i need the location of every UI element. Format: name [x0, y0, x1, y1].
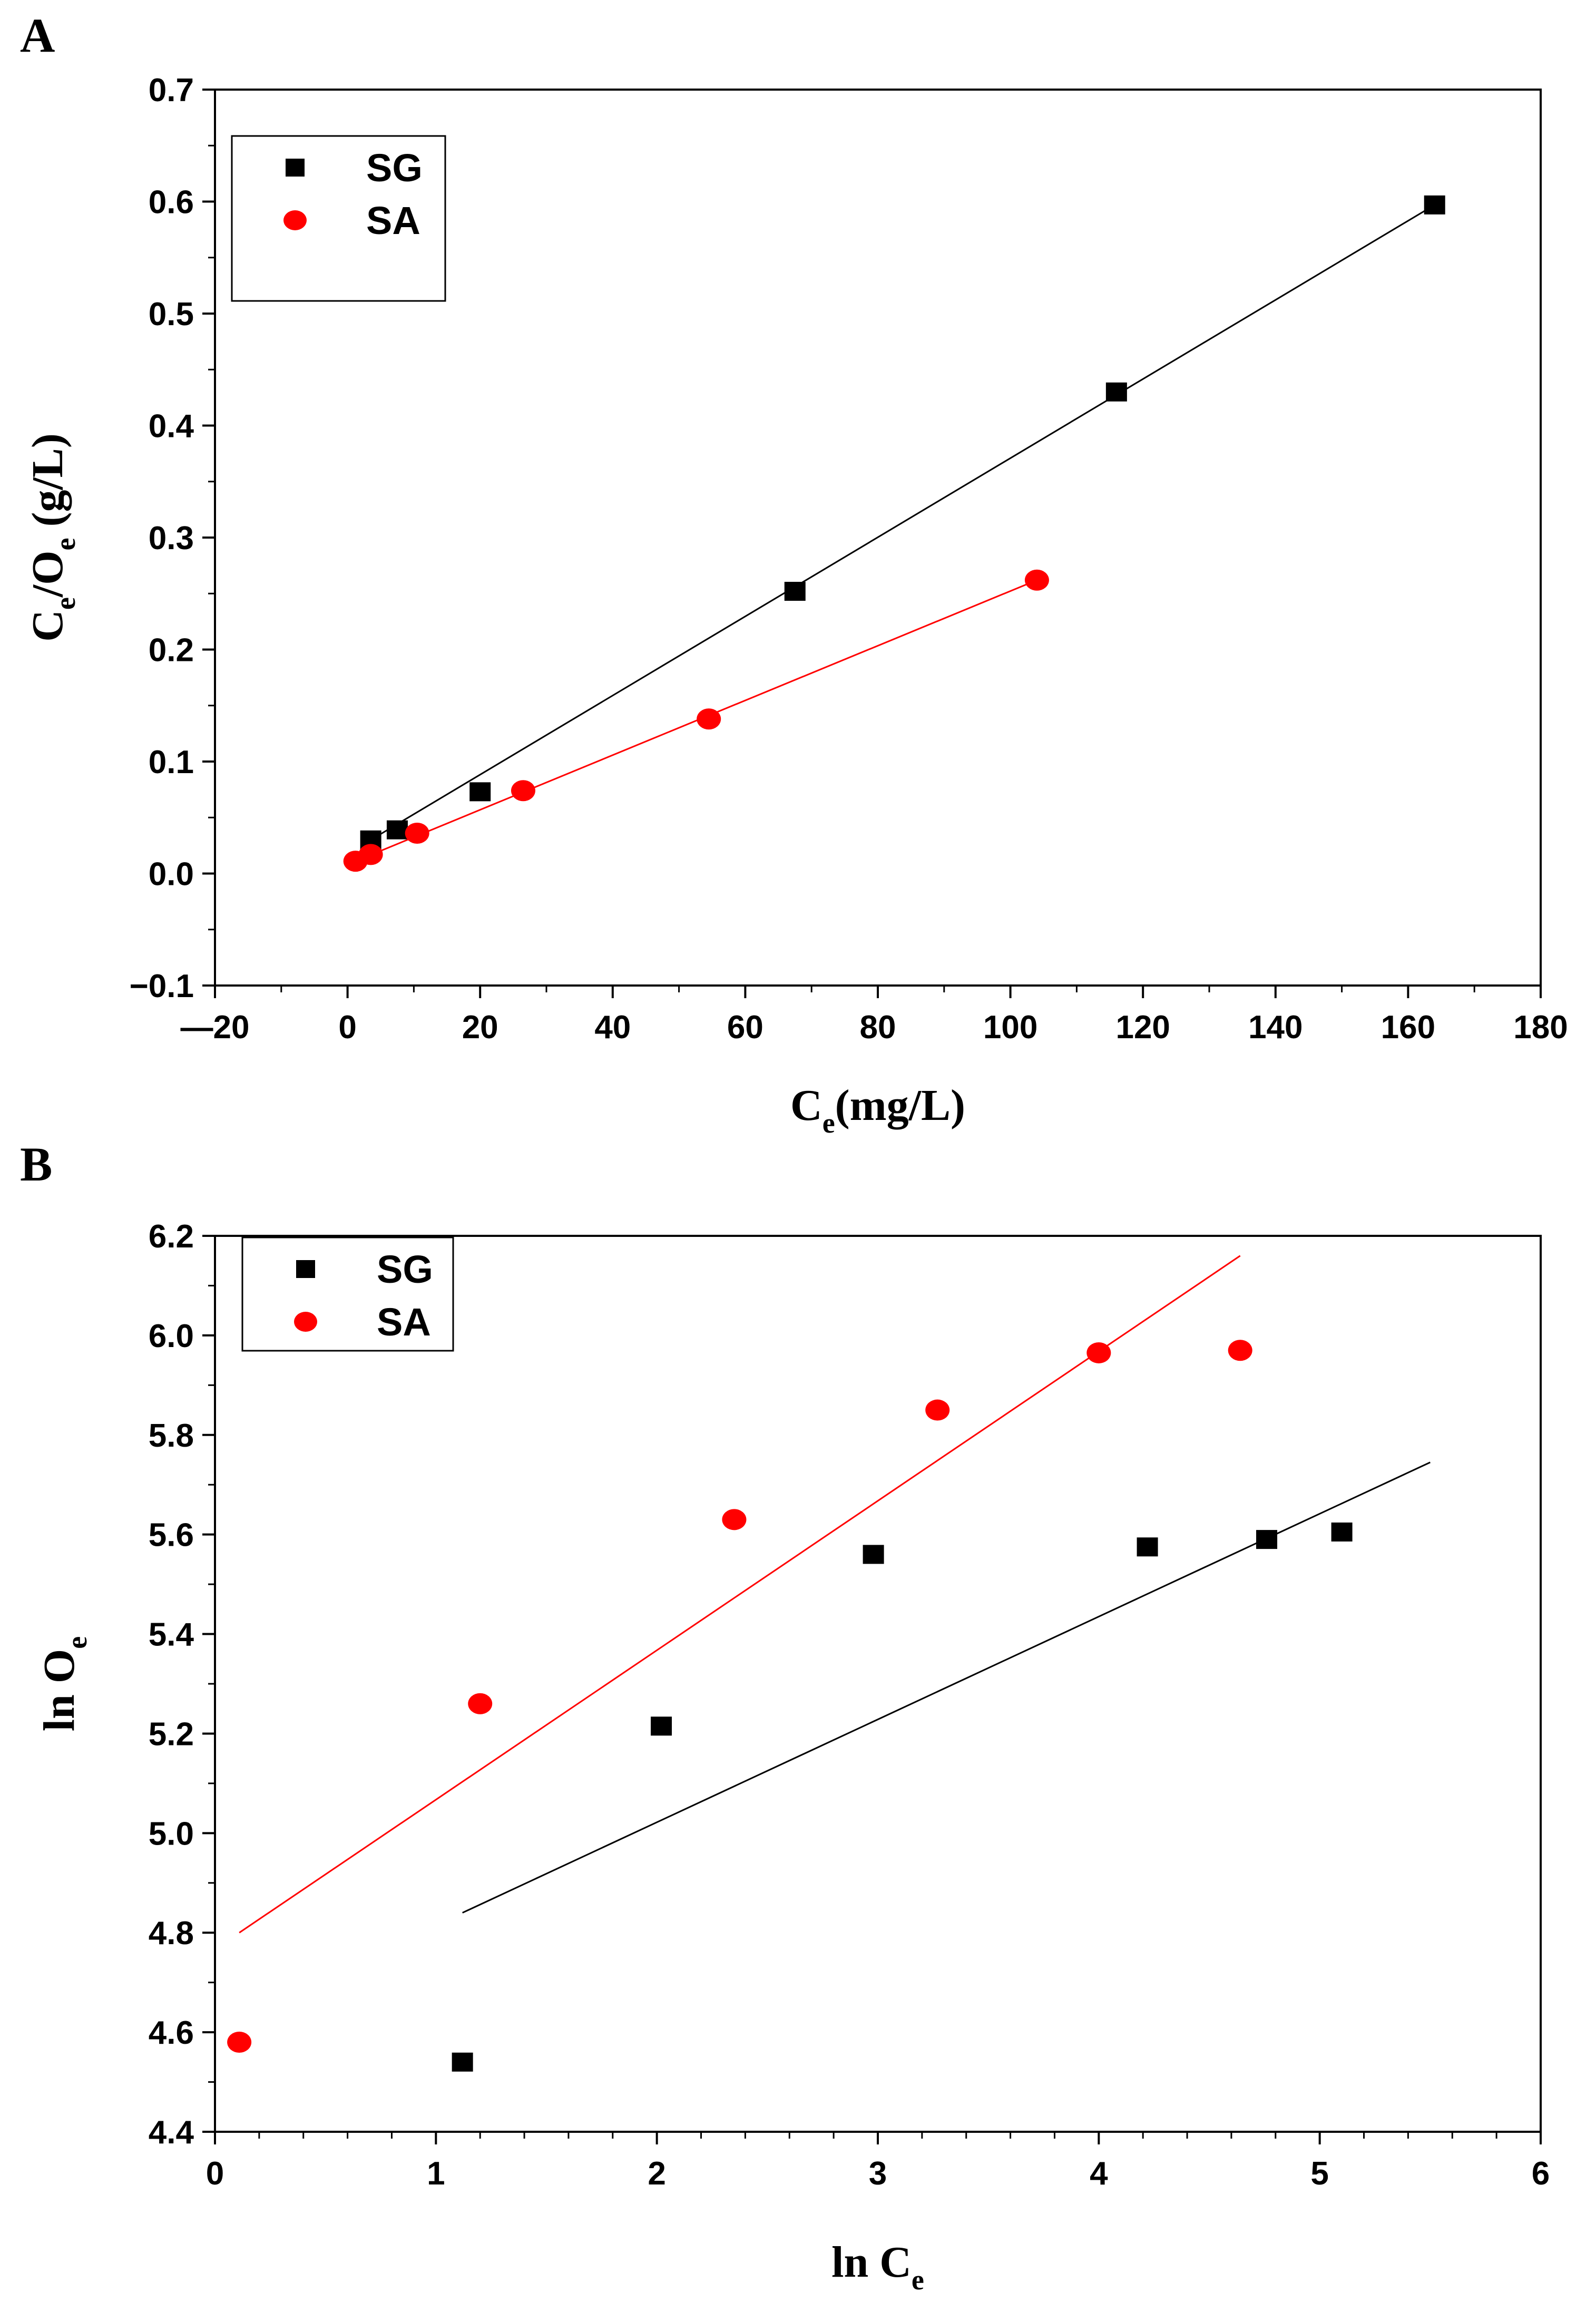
x-tick-label: 0	[338, 1009, 356, 1046]
x-axis-label-main: ln C	[831, 2238, 912, 2287]
y-tick-label: 5.2	[149, 1716, 194, 1752]
data-point-sa	[1086, 1342, 1111, 1363]
x-tick-label: 6	[1532, 2155, 1550, 2192]
legend-box	[241, 1236, 454, 1352]
y-tick-label: 4.4	[149, 2114, 194, 2151]
y-tick-label: 5.8	[149, 1418, 194, 1454]
x-tick-label: 5	[1310, 2155, 1328, 2192]
legend-label-sg: SG	[366, 146, 423, 190]
y-axis-label-sub: e	[50, 538, 81, 551]
x-axis-label-sub: e	[912, 2264, 924, 2296]
y-tick-label: 4.6	[149, 2015, 194, 2051]
panel-letter: A	[20, 8, 55, 62]
legend-label-sa: SA	[377, 1300, 431, 1344]
y-tick-label: 6.0	[149, 1318, 194, 1354]
x-axis-label-main: C	[790, 1081, 823, 1130]
fit-line-sa	[239, 1255, 1241, 1934]
y-tick-label: 0.7	[149, 72, 194, 109]
panel-a-chart: A —20 0 20 40 60 80 100 120 140 160 180 −0.1 0.0 0.1 0.…	[20, 8, 1568, 1139]
x-tick-label: 20	[462, 1009, 498, 1046]
y-tick-label: 4.8	[149, 1915, 194, 1952]
legend-label-sa: SA	[366, 199, 420, 242]
y-tick-label: 6.2	[149, 1218, 194, 1255]
y-tick-label: 5.4	[149, 1617, 194, 1653]
y-tick-label: 0.3	[149, 520, 194, 557]
x-tick-label: 40	[594, 1009, 631, 1046]
x-axis-label: ln Ce	[831, 2238, 924, 2296]
data-point-sa	[358, 844, 383, 865]
data-point-sg	[863, 1545, 884, 1564]
data-point-sa	[925, 1399, 950, 1421]
data-point-sg	[651, 1716, 672, 1736]
x-axis-label-tail: (mg/L)	[835, 1081, 965, 1130]
data-point-sa	[405, 823, 429, 844]
data-point-sg	[452, 2052, 473, 2072]
x-tick-label: 0	[206, 2155, 224, 2192]
y-axis-label-tail: (g/L)	[23, 433, 72, 538]
data-point-sg	[1331, 1522, 1353, 1542]
x-tick-label: 160	[1381, 1009, 1435, 1046]
data-point-sa	[227, 2032, 252, 2053]
y-axis-label-part: C	[23, 610, 72, 642]
x-tick-label: 100	[983, 1009, 1037, 1046]
y-tick-label: 0.4	[149, 408, 194, 445]
x-tick-label: 60	[727, 1009, 763, 1046]
x-tick-label: 80	[860, 1009, 896, 1046]
y-tick-label: −0.1	[130, 968, 194, 1004]
y-axis-label-sub: e	[50, 597, 81, 610]
data-point-sa	[722, 1509, 747, 1530]
x-axis-label: Ce(mg/L)	[790, 1081, 965, 1139]
y-tick-label: 5.0	[149, 1816, 194, 1852]
data-point-sg	[1424, 195, 1445, 214]
legend-marker-sa	[294, 1312, 317, 1332]
y-tick-label: 0.1	[149, 744, 194, 781]
legend-marker-sa	[283, 210, 307, 230]
panel-letter: B	[20, 1137, 52, 1191]
panel-b-chart: B 0 1 2 3 4 5 6 4.4 4.6 4.8 5.0 5.2 5.4 5.6 5.8 6.0 6.2 ln…	[20, 1137, 1550, 2296]
x-tick-label: —20	[181, 1009, 250, 1046]
y-tick-label: 5.6	[149, 1517, 194, 1554]
legend-box	[231, 135, 446, 302]
y-axis-label: Ce/Oe (g/L)	[23, 433, 81, 642]
y-tick-label: 0.6	[149, 184, 194, 221]
x-axis-label-sub: e	[823, 1107, 835, 1139]
data-point-sg	[1105, 382, 1127, 402]
x-tick-label: 3	[869, 2155, 887, 2192]
y-tick-label: 0.0	[149, 856, 194, 893]
data-point-sa	[697, 708, 721, 730]
y-axis-label-part: /O	[23, 550, 72, 598]
x-tick-label: 1	[427, 2155, 445, 2192]
data-point-sa	[468, 1693, 493, 1714]
fit-line-sa	[355, 579, 1037, 862]
y-axis-label: ln Oe	[35, 1636, 93, 1731]
legend-marker-sg	[286, 159, 305, 177]
y-axis-label-part: ln O	[35, 1649, 84, 1731]
x-tick-label: 120	[1115, 1009, 1170, 1046]
data-point-sa	[511, 780, 535, 802]
y-tick-label: 0.5	[149, 296, 194, 333]
x-tick-label: 2	[648, 2155, 665, 2192]
data-point-sa	[1024, 569, 1049, 591]
legend-marker-sg	[296, 1260, 315, 1278]
data-point-sg	[784, 582, 806, 601]
y-tick-label: 0.2	[149, 632, 194, 669]
x-tick-label: 140	[1248, 1009, 1303, 1046]
y-axis-label-sub: e	[61, 1636, 93, 1649]
data-point-sa	[1228, 1340, 1252, 1361]
fit-line-sg	[370, 204, 1435, 841]
legend-label-sg: SG	[377, 1247, 433, 1291]
data-point-sg	[1256, 1530, 1278, 1549]
data-point-sg	[1137, 1537, 1158, 1557]
data-point-sg	[469, 782, 491, 802]
x-tick-label: 180	[1513, 1009, 1568, 1046]
data-point-sg	[386, 820, 408, 840]
x-tick-label: 4	[1090, 2155, 1108, 2192]
